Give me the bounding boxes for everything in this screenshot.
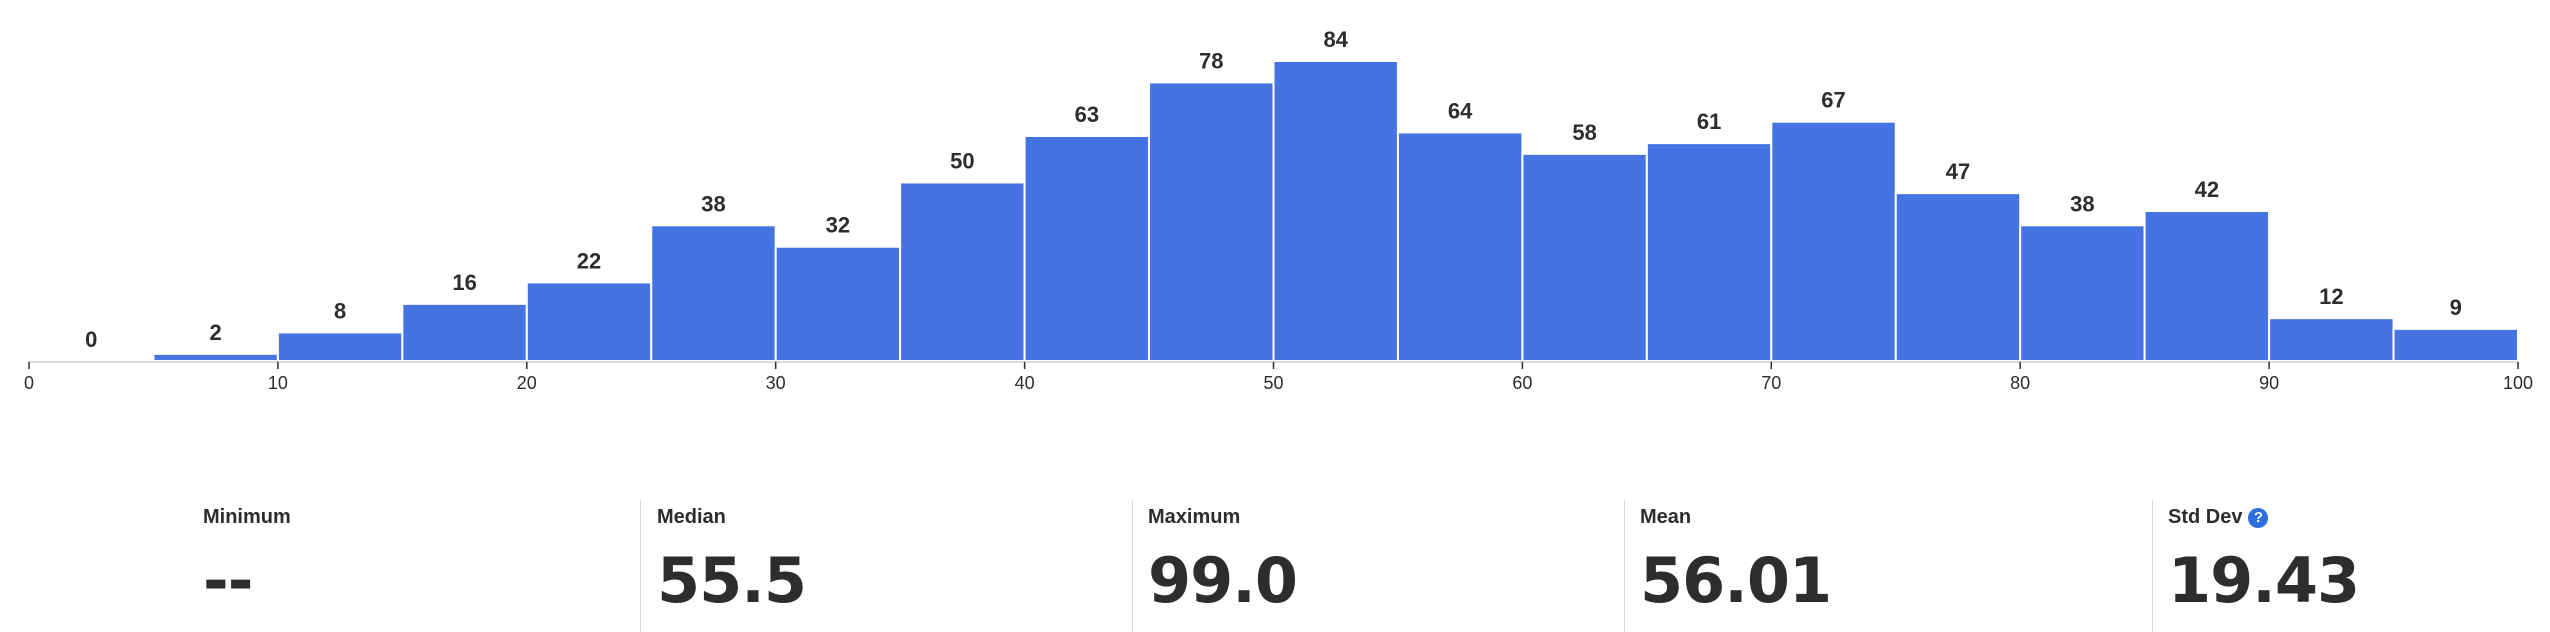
histogram-bar	[525, 281, 653, 362]
bar-value-label: 78	[1199, 48, 1223, 73]
bar-value-label: 32	[826, 213, 850, 238]
bar-value-label: 12	[2319, 284, 2343, 309]
x-axis: 0 10 20 30 40 50 60 70 80 90 100	[24, 361, 2533, 393]
histogram-bar	[2268, 317, 2395, 362]
histogram-bar	[899, 181, 1026, 362]
histogram-bar	[650, 224, 777, 362]
histogram-bar	[152, 352, 279, 363]
bar-value-label: 9	[2450, 295, 2462, 320]
histogram-bar	[1645, 142, 1773, 362]
histogram-svg: 0 2 8 16 22 38 32 50 63 78 84 64 58 61 67 47 38 42 12 9 0 10…	[24, 27, 2533, 393]
histogram-bar	[1770, 120, 1897, 363]
histogram-bar	[2143, 210, 2271, 362]
x-axis-tick-label: 100	[2503, 373, 2533, 393]
x-axis-tick-label: 80	[2010, 373, 2030, 393]
stat-mean-value: 56.01	[1640, 544, 1832, 617]
bar-value-label: 38	[2070, 191, 2094, 216]
histogram-bar	[1396, 131, 1524, 362]
x-axis-tick-label: 70	[1761, 373, 1781, 393]
x-axis-tick-label: 20	[517, 373, 537, 393]
stat-minimum-label: Minimum	[203, 506, 291, 529]
stat-median-value: 55.5	[657, 544, 807, 617]
x-axis-tick-label: 60	[1512, 373, 1532, 393]
histogram-bar	[1148, 81, 1275, 363]
bar-value-label: 50	[950, 148, 974, 173]
bar-value-label: 63	[1075, 102, 1099, 127]
histogram-bar	[401, 302, 528, 363]
histogram-bar	[1023, 135, 1151, 362]
histogram-chart: 0 2 8 16 22 38 32 50 63 78 84 64 58 61 67 47 38 42 12 9 0 10…	[24, 27, 2533, 393]
bar-value-label: 64	[1448, 98, 1473, 123]
x-axis-tick-label: 0	[24, 373, 34, 393]
stat-maximum-value: 99.0	[1148, 544, 1298, 617]
stat-median-label: Median	[657, 506, 726, 529]
stat-median-label-text: Median	[657, 506, 726, 528]
histogram-bar	[1272, 60, 1399, 362]
x-axis-tick-label: 90	[2259, 373, 2279, 393]
bar-value-label: 58	[1572, 120, 1596, 145]
stat-std-dev-label: Std Dev ?	[2168, 506, 2269, 529]
bar-value-label: 2	[210, 320, 222, 345]
x-axis-tick-label: 30	[766, 373, 786, 393]
stat-std-dev: Std Dev ? 19.43	[2152, 500, 2550, 632]
stat-maximum: Maximum 99.0	[1132, 500, 1624, 632]
x-axis-tick-label: 50	[1263, 373, 1283, 393]
histogram-bar-labels: 0 2 8 16 22 38 32 50 63 78 84 64 58 61 67 47 38 42 12 9	[85, 27, 2462, 352]
bar-value-label: 0	[85, 327, 97, 352]
stat-mean-label-text: Mean	[1640, 506, 1692, 528]
stat-maximum-label: Maximum	[1148, 506, 1240, 529]
bar-value-label: 61	[1697, 109, 1721, 134]
bar-value-label: 16	[452, 270, 476, 295]
histogram-bar	[2392, 327, 2520, 363]
histogram-bars	[152, 60, 2520, 363]
stat-minimum: Minimum --	[0, 500, 640, 632]
bar-value-label: 67	[1821, 88, 1845, 113]
histogram-bar	[1894, 192, 2022, 362]
bar-value-label: 8	[334, 298, 346, 323]
stat-maximum-label-text: Maximum	[1148, 506, 1241, 528]
x-axis-tick-label: 10	[268, 373, 288, 393]
stat-minimum-label-text: Minimum	[203, 506, 291, 528]
stat-std-dev-value: 19.43	[2168, 544, 2360, 617]
bar-value-label: 22	[577, 248, 601, 273]
histogram-bar	[276, 331, 404, 362]
stat-mean: Mean 56.01	[1624, 500, 2152, 632]
question-circle-icon[interactable]: ?	[2248, 507, 2269, 528]
stat-std-dev-label-text: Std Dev	[2168, 506, 2243, 528]
bar-value-label: 38	[701, 191, 725, 216]
stat-minimum-value: --	[203, 544, 253, 617]
bar-value-label: 47	[1946, 159, 1970, 184]
histogram-bar	[1521, 152, 1648, 362]
bar-value-label: 84	[1323, 27, 1348, 52]
bar-value-label: 42	[2195, 177, 2219, 202]
stat-mean-label: Mean	[1640, 506, 1691, 529]
histogram-bar	[2019, 224, 2146, 362]
stat-median: Median 55.5	[640, 500, 1132, 632]
summary-statistics: Minimum -- Median 55.5 Maximum 99.0 Mean…	[0, 500, 2550, 632]
x-axis-tick-label: 40	[1015, 373, 1035, 393]
histogram-bar	[774, 245, 902, 362]
